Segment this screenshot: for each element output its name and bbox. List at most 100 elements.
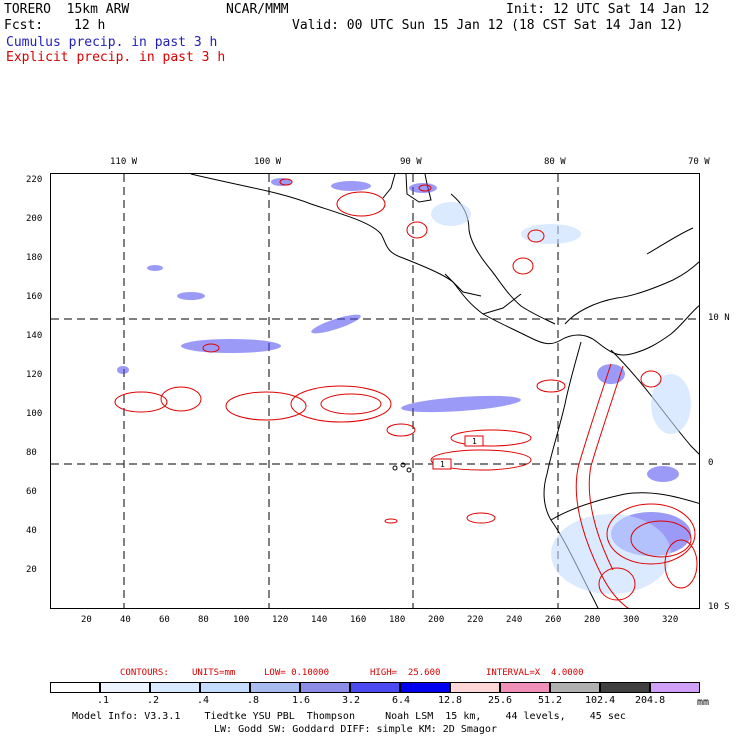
contour bbox=[384, 518, 398, 524]
x-tick: 140 bbox=[311, 615, 328, 625]
contour bbox=[598, 567, 636, 601]
precip-cell bbox=[311, 314, 361, 334]
precipitation-map: 1 1 bbox=[50, 173, 700, 609]
contours-high: HIGH= 25.600 bbox=[370, 668, 441, 678]
contour-label-box bbox=[432, 458, 452, 470]
galapagos-island bbox=[406, 467, 412, 473]
colorbar-label: 51.2 bbox=[538, 695, 563, 706]
precip-cell bbox=[409, 183, 437, 193]
model-info: Model Info: V3.3.1 Tiedtke YSU PBL Thomp… bbox=[72, 711, 626, 722]
y-tick: 120 bbox=[26, 370, 43, 380]
model-title: TORERO 15km ARW bbox=[4, 2, 130, 17]
y-tick: 20 bbox=[26, 565, 37, 575]
x-tick: 20 bbox=[81, 615, 92, 625]
contour bbox=[225, 391, 307, 421]
forecast-label: Fcst: bbox=[4, 18, 44, 33]
precip-cell bbox=[181, 339, 281, 353]
precip-cell bbox=[331, 181, 371, 191]
lon-label-70w: 70 W bbox=[688, 157, 710, 167]
x-tick: 200 bbox=[428, 615, 445, 625]
lat-label-10s: 10 S bbox=[708, 602, 730, 612]
colorbar-label: 102.4 bbox=[585, 695, 616, 706]
physics-info: LW: Godd SW: Goddard DIFF: simple KM: 2D… bbox=[214, 724, 497, 735]
contour bbox=[466, 512, 496, 524]
border-line bbox=[382, 174, 396, 199]
south-america-north-coast bbox=[564, 261, 699, 325]
colorbar-label: 12.8 bbox=[438, 695, 463, 706]
contour bbox=[386, 423, 416, 437]
x-tick: 260 bbox=[545, 615, 562, 625]
contour-labels: 1 1 bbox=[432, 435, 484, 470]
precip-cell bbox=[271, 178, 291, 186]
border-line bbox=[482, 293, 522, 315]
init-time: Init: 12 UTC Sat 14 Jan 12 bbox=[506, 2, 710, 17]
coastlines bbox=[190, 174, 699, 608]
contour bbox=[512, 257, 534, 275]
x-tick: 80 bbox=[198, 615, 209, 625]
x-tick: 160 bbox=[350, 615, 367, 625]
colorbar-cell bbox=[450, 682, 500, 693]
contour-label-value: 1 bbox=[472, 437, 477, 446]
contour-label-box bbox=[464, 435, 484, 447]
y-tick: 180 bbox=[26, 253, 43, 263]
precip-cell bbox=[521, 224, 581, 244]
lon-label-80w: 80 W bbox=[544, 157, 566, 167]
x-tick: 40 bbox=[120, 615, 131, 625]
colorbar-cell bbox=[100, 682, 150, 693]
colorbar-label: 1.6 bbox=[292, 695, 311, 706]
contour bbox=[160, 386, 202, 412]
x-tick: 240 bbox=[506, 615, 523, 625]
cumulus-legend: Cumulus precip. in past 3 h bbox=[6, 35, 218, 50]
colorbar-label: 6.4 bbox=[392, 695, 411, 706]
y-tick: 160 bbox=[26, 292, 43, 302]
galapagos-island bbox=[400, 462, 406, 468]
contour bbox=[114, 391, 168, 413]
colorbar-cell bbox=[300, 682, 350, 693]
x-tick: 180 bbox=[389, 615, 406, 625]
precip-cell bbox=[597, 364, 625, 384]
colorbar-unit: mm bbox=[697, 697, 710, 708]
contour bbox=[575, 363, 629, 608]
contour bbox=[279, 178, 293, 186]
precip-cell bbox=[647, 466, 679, 482]
lon-label-100w: 100 W bbox=[254, 157, 282, 167]
contour bbox=[606, 503, 696, 565]
lat-label-10n: 10 N bbox=[708, 313, 730, 323]
colorbar-cell bbox=[200, 682, 250, 693]
x-tick: 320 bbox=[662, 615, 679, 625]
explicit-precip-contours bbox=[114, 178, 698, 608]
colorbar-label: .2 bbox=[147, 695, 160, 706]
y-tick: 80 bbox=[26, 448, 37, 458]
border-line bbox=[444, 273, 482, 297]
contour bbox=[664, 539, 698, 589]
colorbar-cell bbox=[150, 682, 200, 693]
precip-cell bbox=[401, 395, 521, 413]
contour bbox=[630, 520, 692, 558]
lon-label-90w: 90 W bbox=[400, 157, 422, 167]
colorbar-cell bbox=[550, 682, 600, 693]
x-tick: 100 bbox=[233, 615, 250, 625]
contour bbox=[418, 184, 432, 192]
forecast-hour: 12 h bbox=[74, 18, 106, 33]
contour bbox=[336, 191, 386, 217]
explicit-legend: Explicit precip. in past 3 h bbox=[6, 50, 226, 65]
colorbar-cell bbox=[250, 682, 300, 693]
contour bbox=[202, 343, 220, 353]
lat-label-0: 0 bbox=[708, 458, 714, 468]
colorbar-label: 204.8 bbox=[635, 695, 666, 706]
contour bbox=[406, 221, 428, 239]
contours-units: UNITS=mm bbox=[192, 668, 236, 678]
x-tick: 60 bbox=[159, 615, 170, 625]
contour-label-value: 1 bbox=[440, 460, 445, 469]
contour bbox=[430, 449, 532, 471]
colorbar-label: .8 bbox=[247, 695, 260, 706]
contour bbox=[640, 370, 662, 388]
y-tick: 140 bbox=[26, 331, 43, 341]
colorbar-cell bbox=[50, 682, 100, 693]
island-coast bbox=[646, 227, 694, 255]
valid-time: Valid: 00 UTC Sun 15 Jan 12 (18 CST Sat … bbox=[292, 18, 684, 33]
colorbar-cell bbox=[350, 682, 400, 693]
pacific-coast bbox=[190, 174, 699, 356]
x-tick: 280 bbox=[584, 615, 601, 625]
contour bbox=[527, 229, 545, 243]
